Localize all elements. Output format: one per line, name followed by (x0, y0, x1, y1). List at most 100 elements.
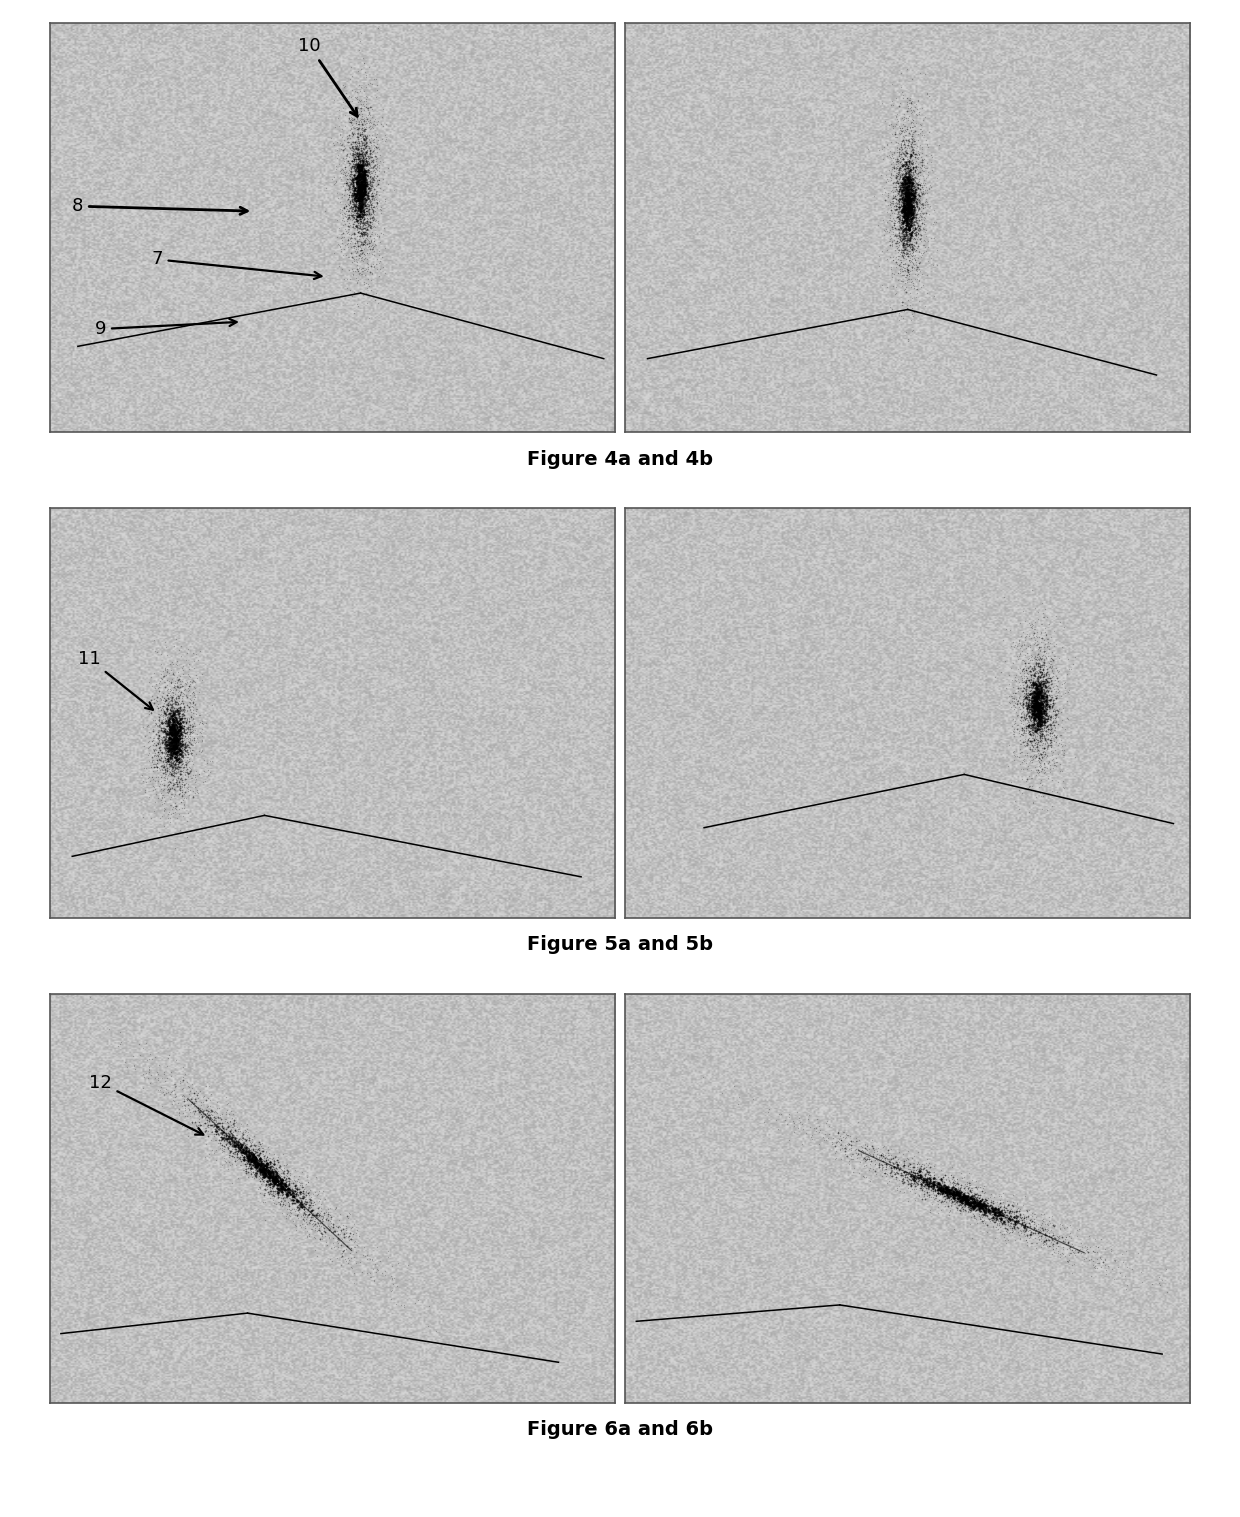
Point (169, 1097, 188, 1121)
Point (1027, 631, 1047, 655)
Point (356, 174, 376, 199)
Point (361, 194, 381, 218)
Point (362, 115, 382, 140)
Point (771, 1101, 791, 1126)
Point (355, 200, 374, 225)
Point (895, 196, 915, 220)
Point (156, 727, 176, 751)
Point (900, 181, 920, 205)
Point (335, 196, 355, 220)
Point (909, 196, 929, 220)
Point (180, 696, 200, 721)
Point (913, 196, 932, 220)
Point (180, 783, 200, 807)
Point (161, 730, 181, 754)
Point (165, 742, 185, 766)
Point (908, 155, 928, 179)
Point (274, 1167, 294, 1191)
Point (303, 1192, 322, 1217)
Point (166, 740, 186, 765)
Point (347, 130, 367, 155)
Point (353, 150, 373, 174)
Point (1023, 695, 1043, 719)
Point (160, 745, 180, 769)
Point (350, 159, 370, 184)
Point (348, 229, 368, 253)
Point (345, 221, 365, 246)
Point (270, 1192, 290, 1217)
Point (970, 1191, 990, 1215)
Point (145, 1066, 165, 1091)
Point (965, 1195, 985, 1220)
Point (1027, 704, 1047, 728)
Point (162, 731, 182, 755)
Point (351, 203, 371, 228)
Point (928, 1171, 947, 1195)
Point (903, 90, 923, 114)
Point (897, 181, 916, 205)
Point (371, 258, 391, 282)
Point (972, 1192, 992, 1217)
Point (347, 143, 367, 167)
Point (898, 206, 918, 231)
Point (350, 174, 370, 199)
Point (351, 191, 371, 215)
Point (239, 1151, 259, 1176)
Point (908, 161, 928, 185)
Point (895, 215, 915, 240)
Point (905, 184, 925, 208)
Point (892, 174, 911, 199)
Point (353, 177, 373, 202)
Point (1028, 651, 1048, 675)
Point (906, 285, 926, 309)
Point (990, 1206, 1009, 1230)
Point (305, 1212, 325, 1236)
Point (143, 728, 162, 752)
Point (929, 1177, 949, 1201)
Point (169, 796, 188, 821)
Point (911, 1174, 931, 1198)
Point (255, 1189, 275, 1214)
Point (1030, 678, 1050, 702)
Point (289, 1201, 309, 1226)
Point (1047, 666, 1066, 690)
Point (911, 117, 931, 141)
Point (244, 1161, 264, 1185)
Point (192, 718, 212, 742)
Point (267, 1164, 286, 1188)
Point (1022, 1203, 1042, 1227)
Point (1024, 1217, 1044, 1241)
Point (169, 692, 188, 716)
Point (906, 281, 926, 305)
Point (353, 232, 373, 256)
Point (358, 109, 378, 133)
Point (1016, 680, 1035, 704)
Point (176, 710, 196, 734)
Point (196, 1074, 216, 1098)
Point (217, 1157, 237, 1182)
Point (161, 701, 181, 725)
Point (1034, 681, 1054, 705)
Point (341, 171, 361, 196)
Point (1037, 1223, 1056, 1247)
Point (352, 158, 372, 182)
Point (309, 1201, 329, 1226)
Point (895, 196, 915, 220)
Point (170, 663, 190, 687)
Point (217, 1127, 237, 1151)
Point (926, 1183, 946, 1208)
Point (1037, 1227, 1056, 1252)
Point (169, 765, 188, 789)
Point (898, 205, 918, 229)
Point (227, 1123, 247, 1147)
Point (904, 235, 924, 259)
Point (176, 771, 196, 795)
Point (177, 760, 197, 784)
Point (1012, 705, 1032, 730)
Point (353, 190, 373, 214)
Point (890, 226, 910, 250)
Point (1030, 671, 1050, 695)
Point (1193, 1292, 1213, 1317)
Point (905, 215, 925, 240)
Point (342, 256, 362, 281)
